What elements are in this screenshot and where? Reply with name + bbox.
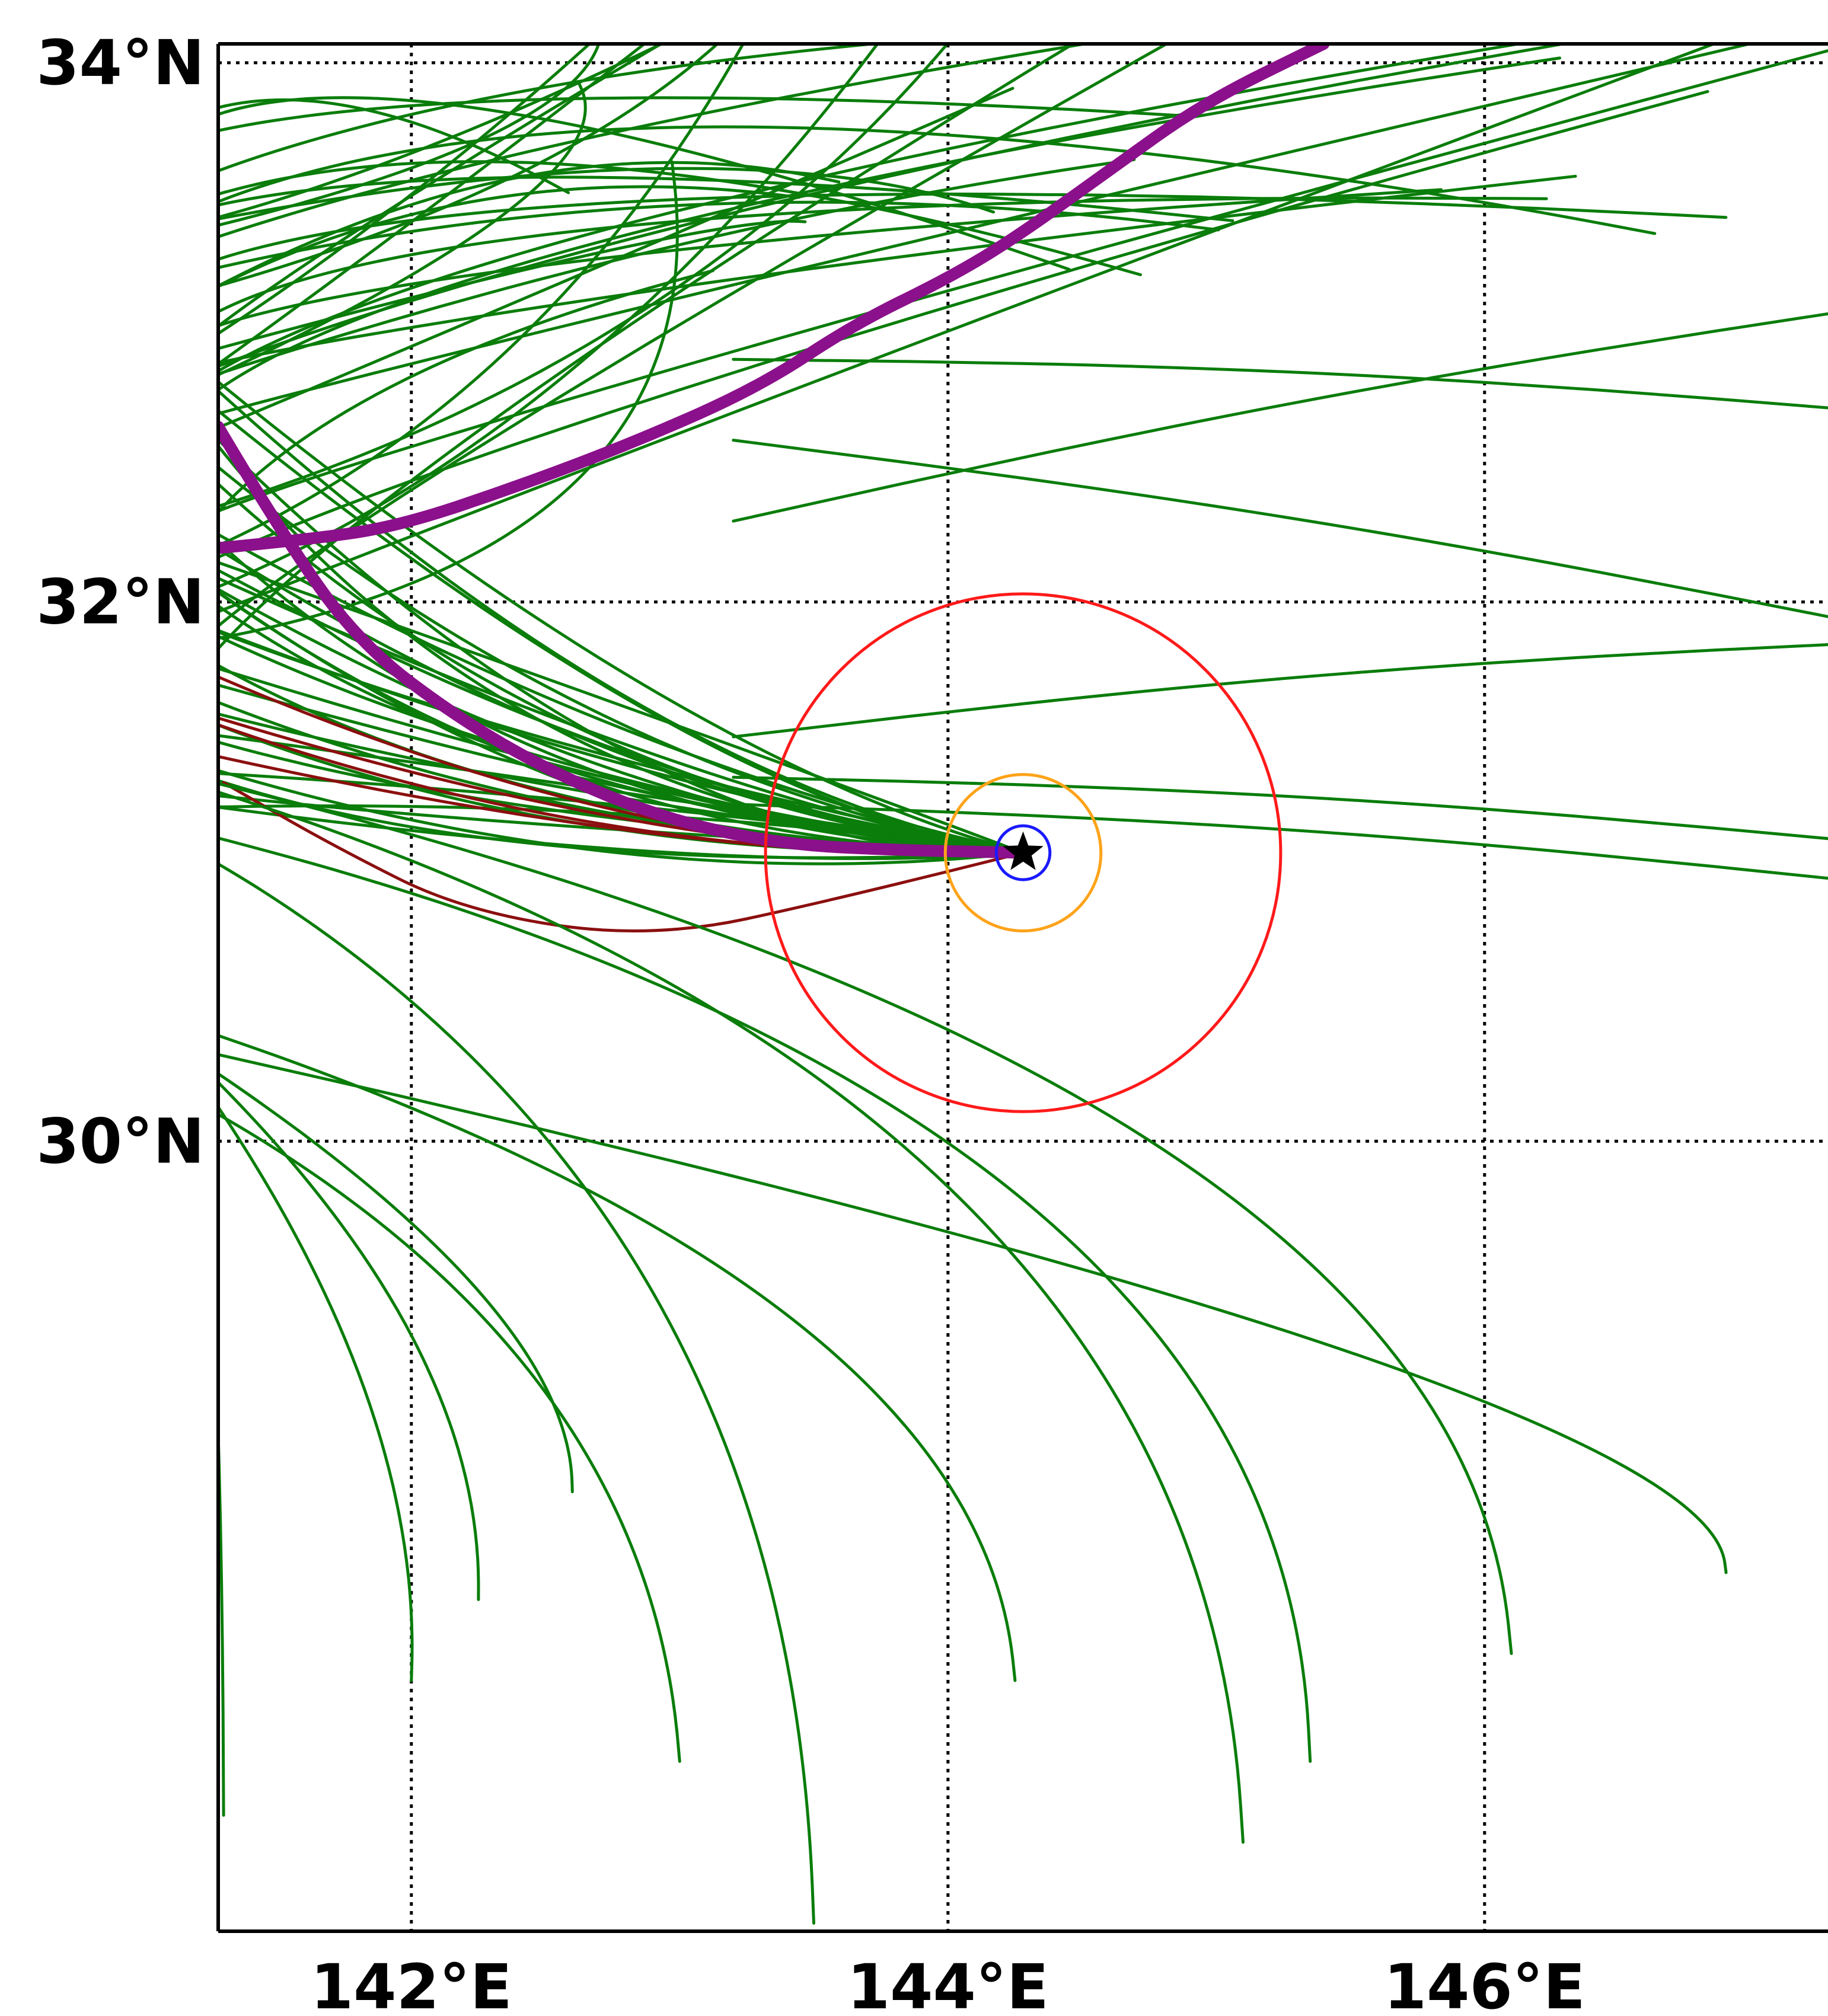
best-track	[218, 44, 1330, 859]
ensemble-track	[218, 44, 1076, 651]
ensemble-track	[218, 44, 1756, 416]
ensemble-track	[218, 200, 1220, 270]
ensemble-track	[218, 44, 601, 227]
ensemble-track	[218, 160, 1142, 276]
star-icon	[1003, 831, 1044, 870]
ensemble-track	[218, 1080, 480, 1601]
lat-label: 32°N	[36, 566, 205, 638]
ensemble-track	[218, 96, 1071, 271]
ensemble-tracks	[218, 44, 1828, 1925]
ensemble-track	[218, 269, 714, 515]
ensemble-track	[218, 782, 1513, 1655]
ensemble-track	[218, 90, 1709, 559]
ensemble-track	[218, 465, 1025, 855]
ensemble-track	[732, 357, 1828, 410]
ensemble-track	[218, 806, 1025, 860]
ensemble-track	[218, 1034, 1017, 1682]
ensemble-track	[218, 98, 570, 194]
ensemble-track	[218, 185, 800, 289]
ensemble-track	[218, 1385, 225, 1817]
ensemble-track	[218, 1072, 574, 1494]
map-frame	[216, 42, 1828, 1933]
ensemble-track	[218, 175, 1234, 222]
ensemble-track	[218, 379, 1025, 855]
ensemble-track	[218, 196, 1548, 314]
ensemble-track	[218, 96, 1185, 132]
middle-ring	[943, 773, 1103, 932]
ensemble-track	[218, 769, 1025, 865]
ensemble-track	[218, 44, 1170, 628]
inner-ring	[994, 824, 1052, 881]
ensemble-track	[218, 790, 1245, 1844]
ensemble-track	[218, 836, 1312, 1763]
ensemble-track	[732, 775, 1828, 841]
axis-labels: 30°N 32°N 34°N 142°E 144°E 146°E	[36, 27, 1585, 2016]
ensemble-track	[218, 44, 1718, 614]
ensemble-track	[732, 312, 1828, 523]
lon-label: 142°E	[311, 1951, 512, 2016]
ensemble-track	[218, 44, 950, 508]
lat-label: 34°N	[36, 27, 205, 99]
ensemble-track	[218, 158, 1136, 376]
ensemble-track	[218, 44, 1528, 373]
ensemble-track	[218, 862, 815, 1925]
lon-label: 146°E	[1384, 1951, 1585, 2016]
ensemble-track	[218, 389, 1025, 855]
ensemble-track	[218, 49, 1828, 513]
plot-area	[218, 44, 1828, 1931]
ensemble-track	[218, 44, 665, 219]
ensemble-track	[218, 482, 1025, 855]
lat-label: 30°N	[36, 1105, 205, 1177]
best-track-north	[218, 44, 1330, 554]
outer-ring	[764, 592, 1283, 1113]
ensemble-track	[218, 630, 1025, 855]
ensemble-track	[218, 44, 889, 172]
ensemble-track	[222, 781, 1025, 932]
ensemble-track	[218, 125, 1657, 235]
storm-center	[1003, 831, 1044, 870]
ensemble-track	[218, 667, 1025, 855]
ensemble-track	[218, 44, 1572, 368]
ensemble-track	[218, 1113, 681, 1763]
ensemble-track	[218, 1104, 414, 1682]
ensemble-track	[218, 1053, 1728, 1574]
ensemble-track	[218, 44, 647, 366]
best-track-south	[218, 420, 1029, 859]
ensemble-track	[732, 803, 1828, 880]
ensemble-track	[218, 44, 745, 548]
ensemble-track	[218, 192, 1728, 261]
ensemble-track	[732, 643, 1828, 739]
distance-rings	[764, 592, 1283, 1113]
lon-label: 144°E	[847, 1951, 1049, 2016]
ensemble-track	[732, 439, 1828, 618]
